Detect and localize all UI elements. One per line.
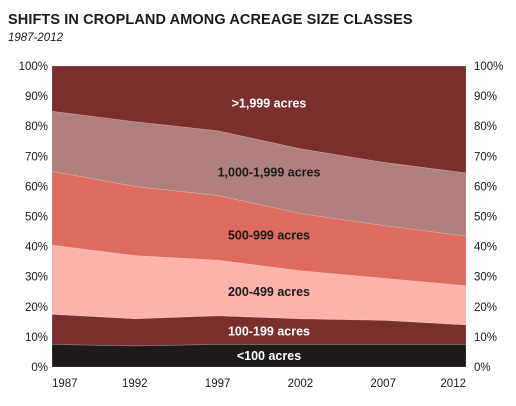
y-tick-label-left: 30%: [25, 272, 48, 284]
x-axis: 1987 1992 1997 2002 2007 2012: [52, 378, 466, 390]
y-tick-label-right: 100%: [474, 61, 503, 73]
y-tick-label-right: 40%: [474, 242, 497, 254]
y-tick-label-right: 90%: [474, 91, 497, 103]
area-1-999-acres: [51, 65, 467, 174]
band-label: 500-999 acres: [228, 228, 310, 242]
y-tick-label-right: 0%: [474, 362, 491, 374]
y-tick-label-left: 10%: [25, 332, 48, 344]
y-axis: 0% 0% 10% 10% 20% 20% 30% 30% 40% 40% 50% 50% 60% 60%…: [19, 61, 504, 374]
y-tick-label-left: 70%: [25, 151, 48, 163]
y-tick-label-right: 80%: [474, 121, 497, 133]
y-tick-label-right: 20%: [474, 302, 497, 314]
x-tick-label: 1992: [122, 378, 148, 390]
y-tick-label-right: 60%: [474, 181, 497, 193]
y-tick-label-right: 70%: [474, 151, 497, 163]
band-labels: <100 acres 100-199 acres 200-499 acres 500-…: [218, 96, 321, 363]
y-tick-label-left: 40%: [25, 242, 48, 254]
y-tick-label-left: 60%: [25, 181, 48, 193]
x-tick-label: 1997: [205, 378, 231, 390]
band-label: 1,000-1,999 acres: [218, 166, 321, 180]
y-tick-label-left: 100%: [19, 61, 48, 73]
chart-title: SHIFTS IN CROPLAND AMONG ACREAGE SIZE CL…: [8, 12, 413, 28]
y-tick-label-left: 50%: [25, 212, 48, 224]
band-label: <100 acres: [237, 349, 301, 363]
y-tick-label-right: 10%: [474, 332, 497, 344]
x-tick-label: 2007: [370, 378, 396, 390]
y-tick-label-left: 90%: [25, 91, 48, 103]
x-tick-label: 1987: [52, 378, 78, 390]
x-tick-label: 2002: [288, 378, 314, 390]
band-label: >1,999 acres: [232, 96, 307, 110]
y-tick-label-left: 80%: [25, 121, 48, 133]
y-tick-label-left: 20%: [25, 302, 48, 314]
chart-subtitle: 1987-2012: [8, 32, 63, 44]
y-tick-label-right: 30%: [474, 272, 497, 284]
area-layers: [51, 65, 467, 368]
y-tick-label-left: 0%: [31, 362, 48, 374]
band-label: 100-199 acres: [228, 324, 310, 338]
band-label: 200-499 acres: [228, 285, 310, 299]
x-tick-label: 2012: [440, 378, 466, 390]
y-tick-label-right: 50%: [474, 212, 497, 224]
